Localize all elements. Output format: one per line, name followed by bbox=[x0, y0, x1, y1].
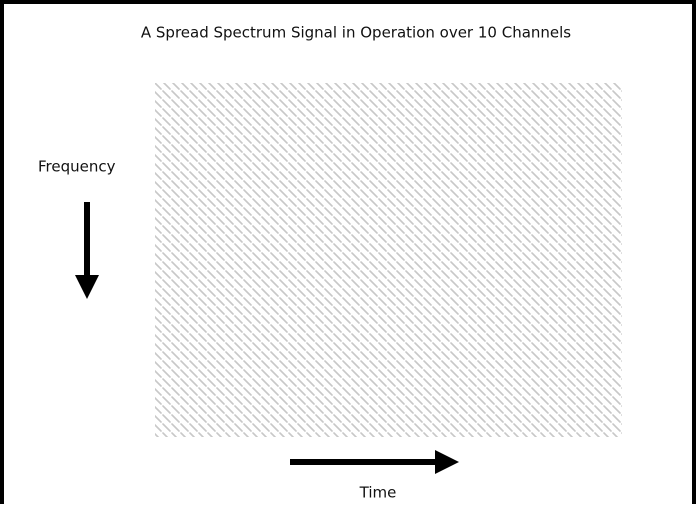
title: A Spread Spectrum Signal in Operation ov… bbox=[141, 24, 571, 42]
spread-spectrum-area bbox=[155, 83, 622, 437]
frequency-label: Frequency bbox=[38, 158, 116, 176]
time-label: Time bbox=[359, 484, 397, 502]
